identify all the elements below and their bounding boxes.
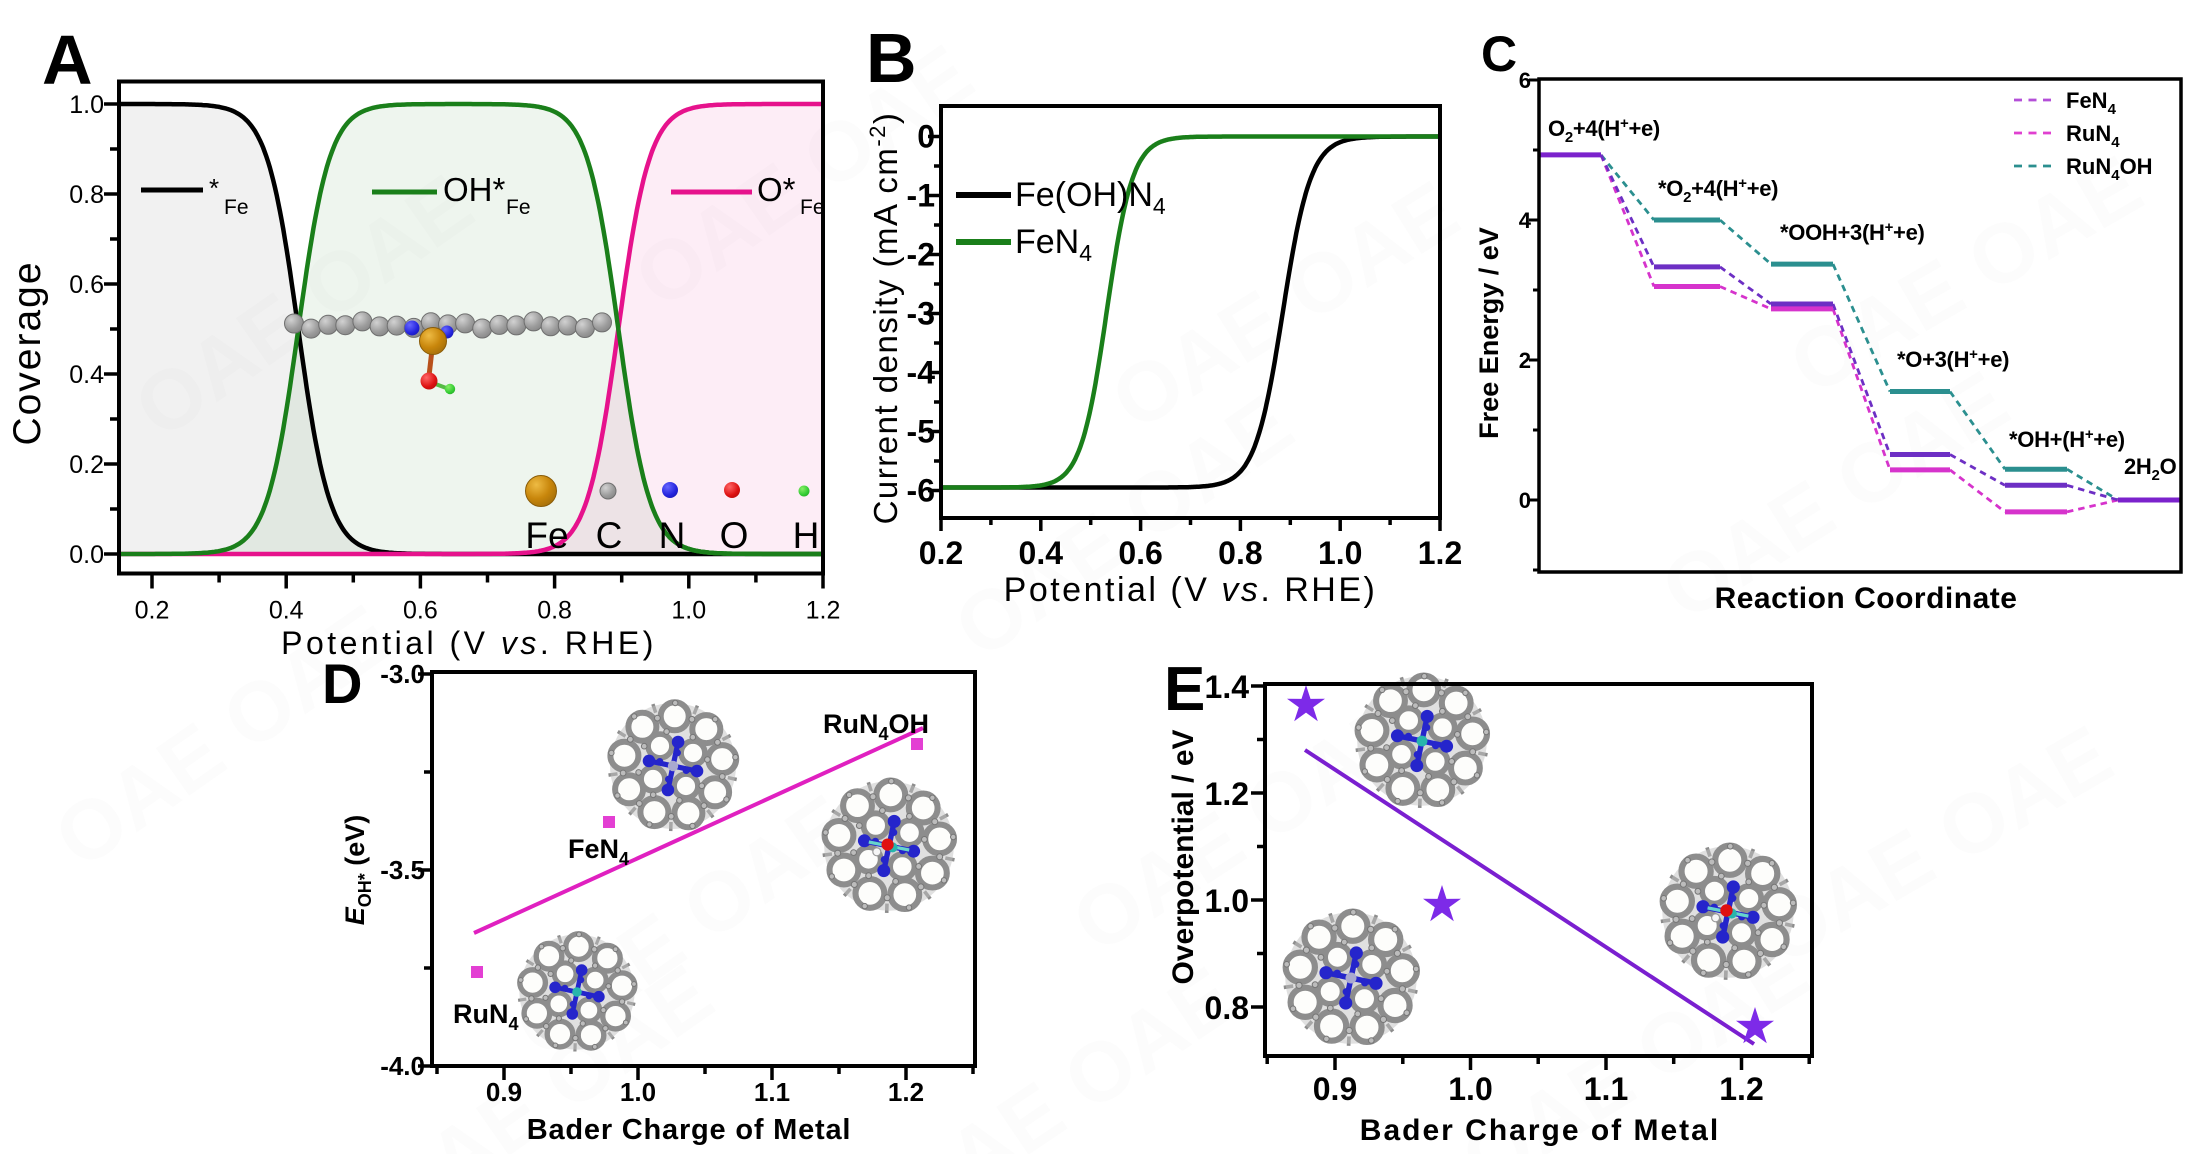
- svg-text:*OOH+3(H+​+e): *OOH+3(H+​+e): [1780, 219, 1925, 245]
- svg-text:-4: -4: [907, 355, 936, 391]
- svg-text:0: 0: [917, 119, 935, 155]
- svg-text:1.1: 1.1: [1584, 1071, 1628, 1107]
- svg-text:E: E: [1164, 655, 1205, 724]
- svg-text:-3.0: -3.0: [380, 659, 425, 689]
- svg-text:Current density (mA cm-2​): Current density (mA cm-2​): [865, 112, 904, 525]
- svg-text:1.2: 1.2: [1205, 776, 1249, 812]
- svg-text:0.6: 0.6: [1118, 535, 1162, 571]
- svg-text:Potential (V vs. RHE): Potential (V vs. RHE): [1004, 571, 1378, 609]
- svg-text:B: B: [866, 19, 917, 97]
- svg-text:N: N: [659, 515, 686, 556]
- svg-text:*O+3(H+​+e): *O+3(H+​+e): [1897, 346, 2009, 372]
- svg-text:6: 6: [1519, 68, 1531, 93]
- svg-text:1.0: 1.0: [671, 597, 706, 625]
- svg-text:OH*: OH*: [443, 171, 506, 208]
- svg-text:Coverage: Coverage: [6, 260, 49, 445]
- svg-text:-2: -2: [907, 237, 935, 273]
- svg-text:0.9: 0.9: [1313, 1071, 1357, 1107]
- svg-text:0.4: 0.4: [69, 361, 104, 389]
- svg-text:Reaction Coordinate: Reaction Coordinate: [1715, 582, 2018, 615]
- svg-text:0.8: 0.8: [537, 597, 572, 625]
- svg-text:O: O: [720, 515, 749, 556]
- svg-text:-1: -1: [907, 178, 935, 214]
- svg-text:Fe: Fe: [525, 515, 568, 556]
- svg-text:1.0: 1.0: [1318, 535, 1362, 571]
- svg-text:0.8: 0.8: [1205, 990, 1249, 1026]
- svg-text:0.8: 0.8: [69, 181, 104, 209]
- svg-text:-4.0: -4.0: [380, 1051, 425, 1081]
- svg-text:1.1: 1.1: [754, 1077, 790, 1107]
- svg-text:0.0: 0.0: [69, 541, 104, 569]
- svg-text:1.2: 1.2: [806, 597, 841, 625]
- svg-text:C: C: [596, 515, 623, 556]
- svg-text:Bader Charge of Metal: Bader Charge of Metal: [1360, 1114, 1720, 1147]
- svg-text:0: 0: [1519, 488, 1531, 513]
- svg-text:1.2: 1.2: [888, 1077, 924, 1107]
- svg-text:1.2: 1.2: [1418, 535, 1462, 571]
- svg-text:0.9: 0.9: [486, 1077, 522, 1107]
- svg-text:*OH+(H+​+e): *OH+(H+​+e): [2009, 426, 2125, 452]
- svg-text:RuN4​OH: RuN4​OH: [823, 709, 929, 744]
- svg-text:1.0: 1.0: [1205, 883, 1249, 919]
- svg-text:Fe: Fe: [506, 196, 531, 219]
- svg-text:O*: O*: [757, 171, 796, 208]
- svg-text:EOH*​ (eV): EOH*​ (eV): [340, 815, 375, 926]
- svg-text:Fe: Fe: [224, 196, 249, 219]
- svg-text:0.8: 0.8: [1218, 535, 1262, 571]
- svg-text:0.2: 0.2: [135, 597, 170, 625]
- svg-text:0.6: 0.6: [403, 597, 438, 625]
- svg-text:0.4: 0.4: [269, 597, 304, 625]
- svg-text:1.0: 1.0: [1448, 1071, 1492, 1107]
- svg-text:H: H: [793, 515, 820, 556]
- svg-text:*: *: [209, 173, 219, 203]
- svg-text:A: A: [42, 21, 93, 99]
- svg-text:2: 2: [1519, 348, 1531, 373]
- svg-text:0.2: 0.2: [69, 451, 104, 479]
- svg-text:1.0: 1.0: [620, 1077, 656, 1107]
- svg-text:0.6: 0.6: [69, 271, 104, 299]
- svg-text:1.4: 1.4: [1205, 669, 1250, 705]
- svg-text:0.2: 0.2: [919, 535, 963, 571]
- svg-text:4: 4: [1519, 208, 1532, 233]
- svg-text:Fe: Fe: [800, 196, 825, 219]
- svg-text:C: C: [1481, 26, 1517, 82]
- svg-text:-6: -6: [907, 473, 935, 509]
- svg-text:Fe(OH)N4​: Fe(OH)N4​: [1015, 176, 1166, 219]
- svg-text:-3.5: -3.5: [380, 855, 425, 885]
- svg-text:0.4: 0.4: [1019, 535, 1064, 571]
- svg-text:Free Energy / eV: Free Energy / eV: [1474, 227, 1504, 439]
- svg-text:1.2: 1.2: [1719, 1071, 1763, 1107]
- svg-text:Bader Charge of Metal: Bader Charge of Metal: [527, 1114, 852, 1146]
- svg-text:Overpotential / eV: Overpotential / eV: [1167, 729, 1200, 984]
- svg-text:-3: -3: [907, 296, 935, 332]
- svg-text:-5: -5: [907, 414, 935, 450]
- svg-text:D: D: [322, 652, 362, 715]
